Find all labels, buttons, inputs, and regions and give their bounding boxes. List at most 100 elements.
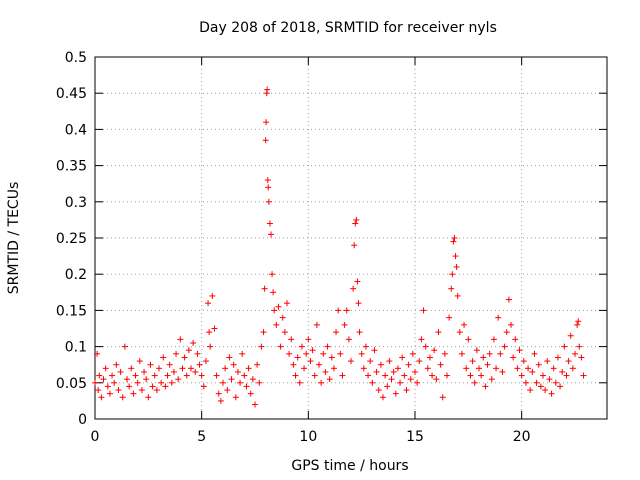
data-point [102,365,109,372]
y-tick-label: 0.45 [56,86,87,102]
data-point [572,350,578,357]
data-point [354,278,361,285]
data-point [510,354,517,361]
data-point [535,361,542,368]
data-point [448,285,455,292]
data-point [452,253,459,260]
x-tick-label: 15 [406,429,424,445]
data-point [569,365,576,372]
y-tick-label: 0.05 [56,376,87,392]
data-point [446,314,453,321]
data-point [561,343,568,350]
data-point [313,321,320,328]
data-point [388,376,395,383]
data-point [234,368,241,375]
data-point [418,336,425,343]
data-point [95,387,102,394]
data-point [232,394,239,401]
data-point [467,372,474,379]
data-point [158,379,165,386]
data-point [465,336,472,343]
data-point [333,329,340,336]
x-tick-label: 20 [513,429,531,445]
data-point [450,238,457,245]
data-point [115,387,122,394]
data-point [484,361,491,368]
data-point [177,336,184,343]
data-point [303,350,310,357]
data-point [512,336,519,343]
y-tick-label: 0.5 [65,50,87,66]
data-point [437,361,444,368]
data-point [192,368,199,375]
data-point [151,372,158,379]
data-point [499,368,506,375]
data-point [96,372,103,379]
data-point [505,296,512,303]
data-point [544,358,551,365]
data-point [429,372,436,379]
data-point [109,372,116,379]
data-point [271,307,278,314]
data-point [482,383,489,390]
data-point [531,350,538,357]
data-point [407,376,414,383]
data-point [514,365,521,372]
data-point [98,394,105,401]
data-point [365,372,372,379]
data-point [263,119,270,126]
data-point [353,216,360,223]
x-tick-label: 10 [299,429,317,445]
data-point [480,354,487,361]
data-point [422,343,429,350]
data-point [567,332,574,339]
chart-title: Day 208 of 2018, SRMTID for receiver nyl… [199,20,497,36]
data-point [548,390,555,397]
data-point [119,394,126,401]
data-points [92,86,587,408]
data-point [305,336,312,343]
x-tick-label: 0 [91,429,100,445]
data-point [301,365,308,372]
data-point [270,289,277,296]
data-point [488,376,495,383]
data-point [265,184,272,191]
data-point [397,379,404,386]
data-point [258,343,265,350]
data-point [252,401,258,408]
data-point [580,372,587,379]
y-axis-label: SRMTID / TECUs [6,182,22,295]
axis-ticks: 0 0.05 0.1 0.15 0.2 0.25 0.3 0.35 0.4 0.45 0.5 0 5 10… [56,50,607,445]
data-point [311,372,318,379]
data-point [409,350,416,357]
y-tick-label: 0.35 [56,159,87,175]
data-point [141,368,148,375]
data-point [247,390,254,397]
data-point [130,390,137,397]
data-point [339,372,346,379]
data-point [369,379,376,386]
data-point [207,343,214,350]
data-point [175,376,182,383]
data-point [356,329,363,336]
data-point [362,343,369,350]
data-point [239,350,246,357]
data-point [351,242,358,249]
data-point [508,321,514,328]
data-point [269,271,276,278]
data-point [537,383,544,390]
data-point [298,343,305,350]
data-point [220,379,226,386]
data-point [326,376,333,383]
x-axis-label: GPS time / hours [291,458,408,474]
data-point [222,365,229,372]
data-point [202,358,209,365]
data-point [394,365,401,372]
data-point [264,177,271,184]
data-point [525,365,532,372]
data-point [260,329,267,336]
data-point [458,350,465,357]
data-point [461,321,468,328]
data-point [160,354,167,361]
data-point [143,376,150,383]
